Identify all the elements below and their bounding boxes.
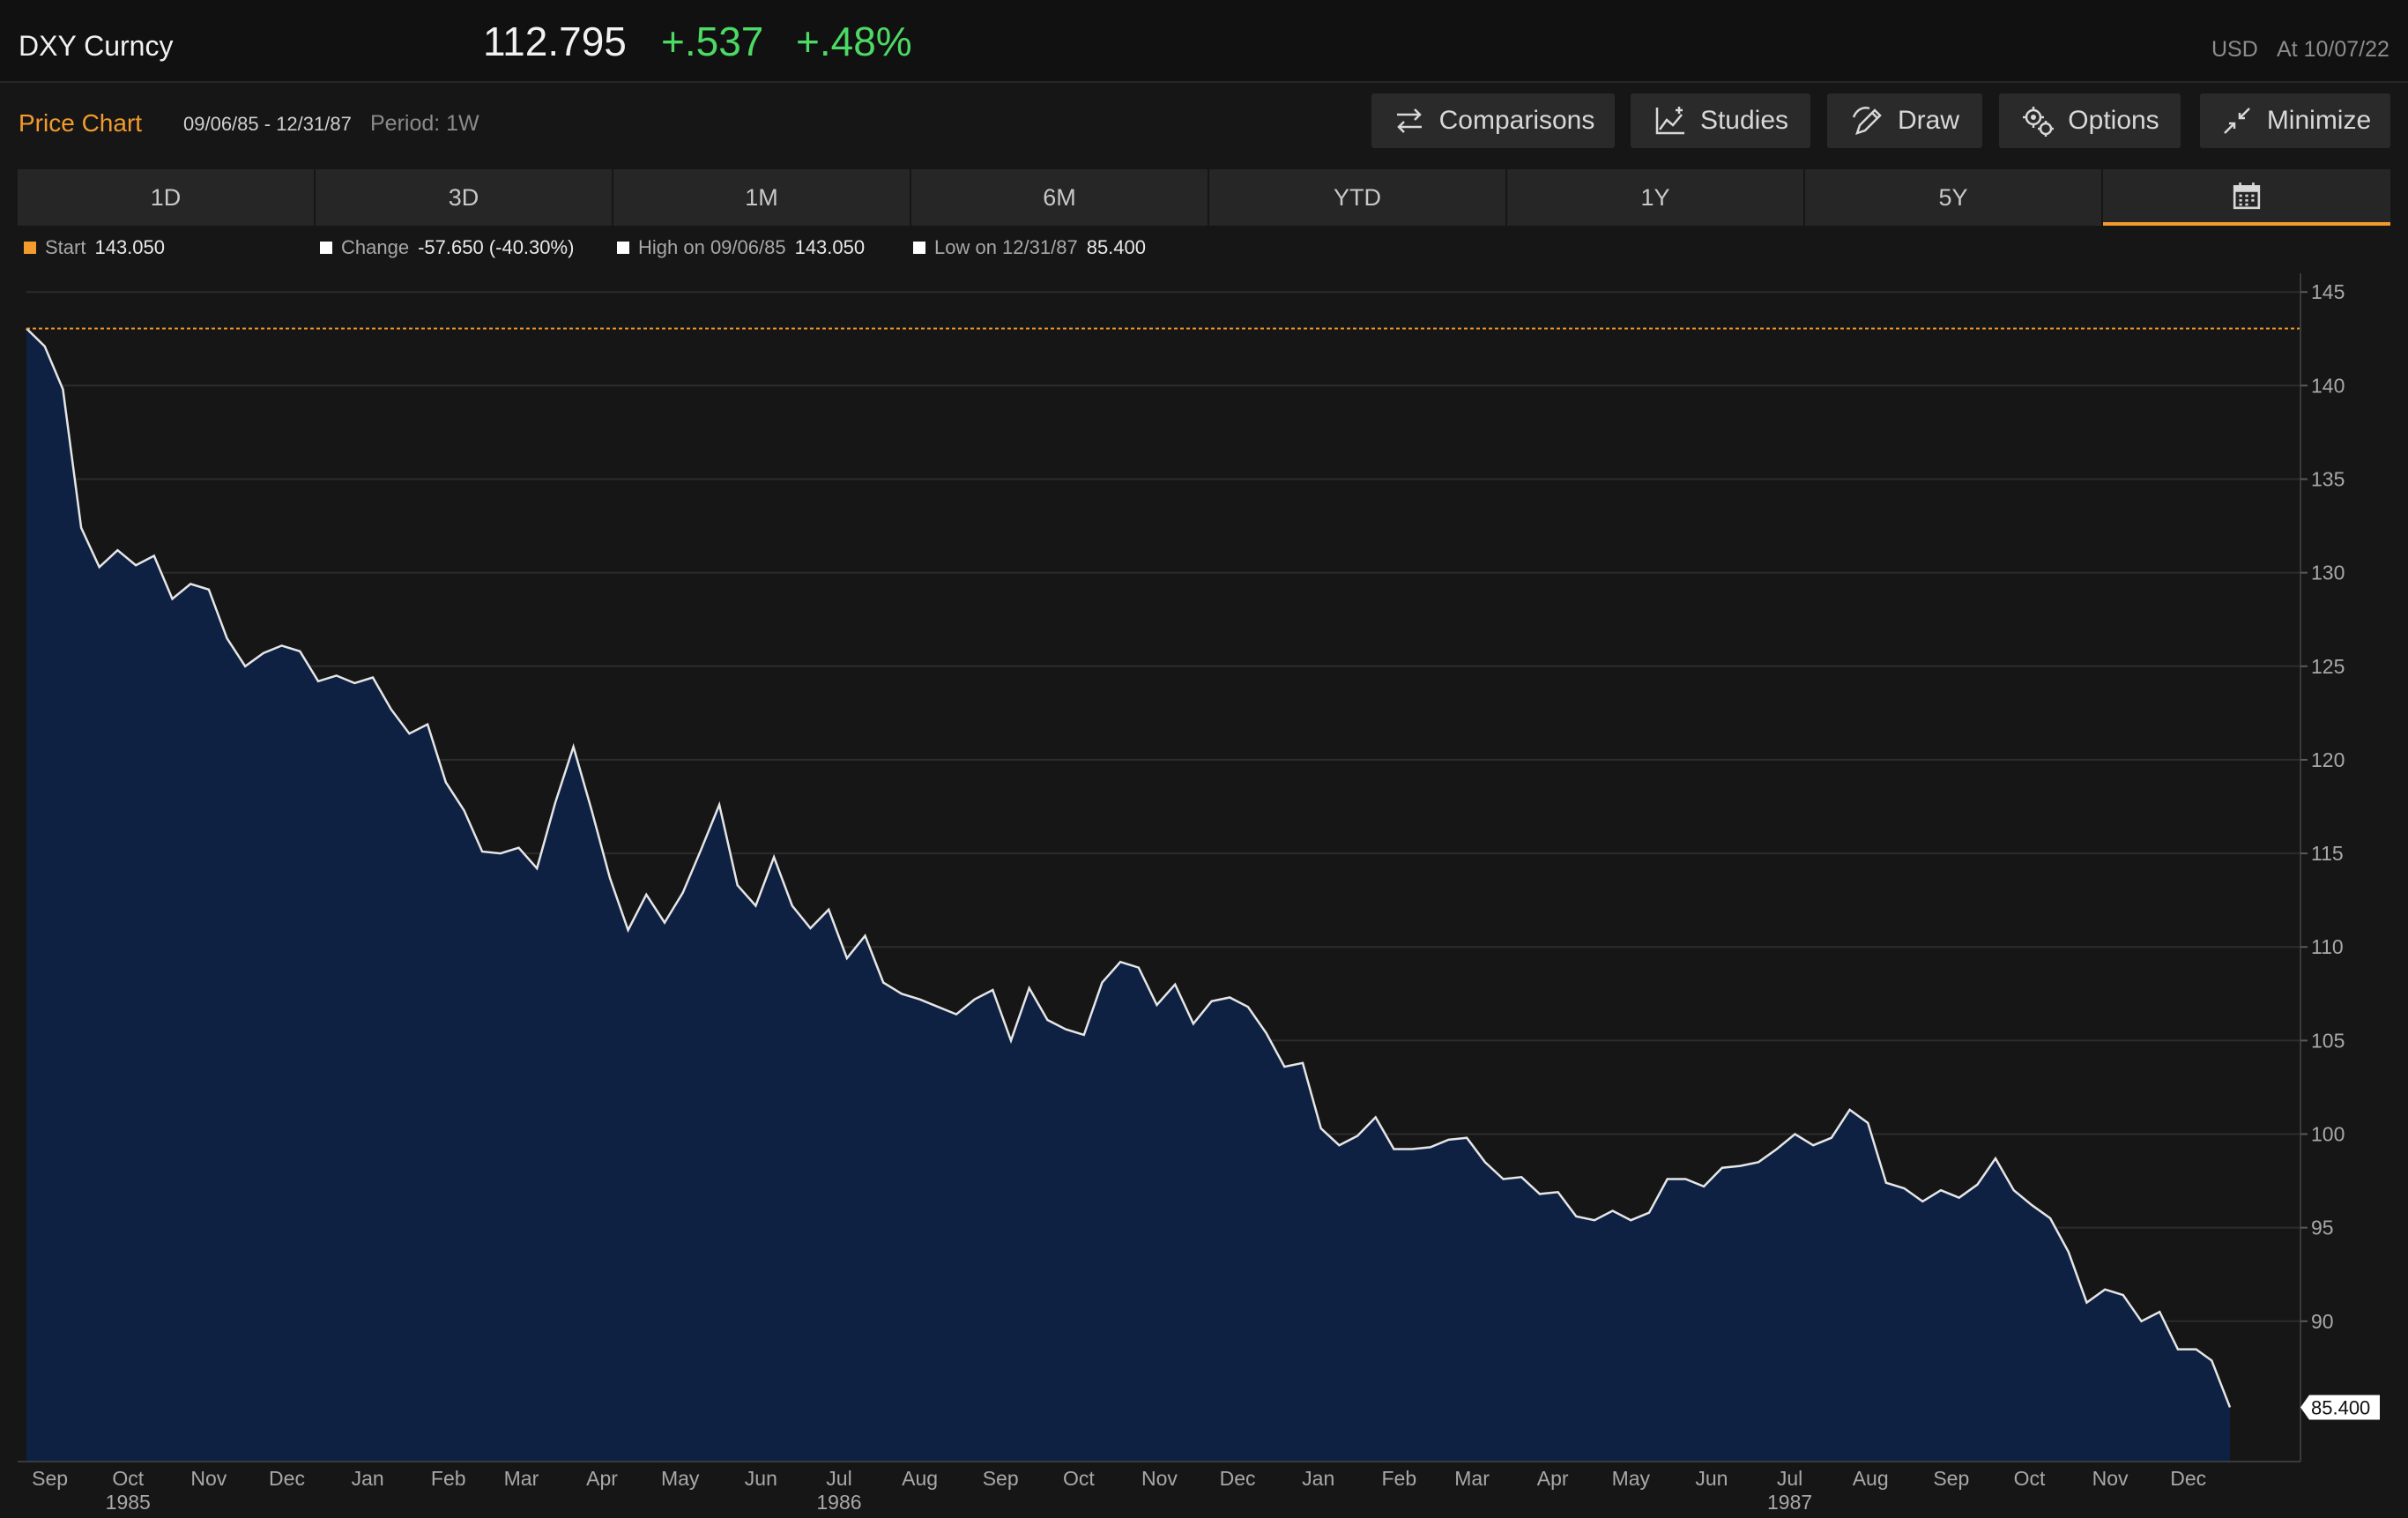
y-tick-label: 100 <box>2311 1123 2345 1146</box>
y-tick-label: 115 <box>2311 842 2344 865</box>
last-value-badge <box>2300 1395 2380 1420</box>
x-tick-label: May <box>1612 1467 1651 1490</box>
low-swatch <box>913 242 925 254</box>
x-tick-label: Sep <box>983 1467 1019 1490</box>
x-tick-label: Apr <box>1537 1467 1569 1490</box>
legend-low: Low on 12/31/87 85.400 <box>913 236 1146 259</box>
legend-low-value: 85.400 <box>1086 236 1146 258</box>
draw-label: Draw <box>1897 106 1959 135</box>
high-swatch <box>617 242 629 254</box>
last-value-label: 85.400 <box>2311 1396 2370 1418</box>
legend-change-label: Change <box>341 236 410 258</box>
tab-6m[interactable]: 6M <box>911 169 1208 226</box>
legend-change: Change -57.650 (-40.30%) <box>320 236 574 259</box>
pencil-icon <box>1852 107 1882 135</box>
y-tick-label: 135 <box>2311 468 2345 491</box>
x-tick-label: Mar <box>1454 1467 1490 1490</box>
x-tick-label: Aug <box>1853 1467 1889 1490</box>
x-tick-label: Oct <box>112 1467 144 1490</box>
x-tick-label: Jan <box>352 1467 384 1490</box>
price-area <box>26 328 2230 1462</box>
x-tick-label: Apr <box>586 1467 618 1490</box>
change-swatch <box>320 242 332 254</box>
tab-1m[interactable]: 1M <box>613 169 910 226</box>
legend-start: Start 143.050 <box>24 236 165 259</box>
date-range[interactable]: 09/06/85 - 12/31/87 <box>183 113 352 135</box>
y-tick-label: 105 <box>2311 1029 2345 1052</box>
tab-5y[interactable]: 5Y <box>1805 169 2101 226</box>
gears-icon <box>2023 107 2055 137</box>
legend-start-label: Start <box>45 236 86 258</box>
x-tick-label: Dec <box>1220 1467 1256 1490</box>
panel-title: Price Chart <box>19 109 143 137</box>
last-price: 112.795 <box>483 19 627 64</box>
tab-1y[interactable]: 1Y <box>1507 169 1803 226</box>
currency-label: USD <box>2211 37 2258 62</box>
minimize-button[interactable]: Minimize <box>2200 93 2390 148</box>
x-tick-label: Dec <box>269 1467 305 1490</box>
legend-start-value: 143.050 <box>94 236 165 258</box>
comparisons-button[interactable]: Comparisons <box>1371 93 1615 148</box>
legend-low-label: Low on 12/31/87 <box>934 236 1078 258</box>
x-tick-label: Nov <box>1141 1467 1178 1490</box>
x-year-label: 1986 <box>816 1491 861 1514</box>
x-year-label: 1985 <box>106 1491 151 1514</box>
comparisons-label: Comparisons <box>1438 106 1595 135</box>
x-year-label: 1987 <box>1767 1491 1812 1514</box>
x-tick-label: Feb <box>431 1467 466 1490</box>
y-tick-label: 120 <box>2311 748 2345 771</box>
y-tick-label: 125 <box>2311 655 2345 678</box>
range-tabs: 1D 3D 1M 6M YTD 1Y 5Y <box>18 169 2390 226</box>
minimize-label: Minimize <box>2266 106 2372 135</box>
quote-header: DXY Curncy 112.795 +.537 +.48% USD At 10… <box>0 0 2408 83</box>
x-tick-label: Jun <box>1695 1467 1728 1490</box>
y-tick-label: 110 <box>2311 935 2344 958</box>
line-chart-plus-icon <box>1655 107 1684 135</box>
y-tick-label: 95 <box>2311 1217 2334 1239</box>
start-swatch <box>24 242 36 254</box>
y-tick-label: 130 <box>2311 562 2345 584</box>
options-label: Options <box>2068 106 2159 135</box>
minimize-arrows-icon <box>2223 108 2250 134</box>
x-tick-label: May <box>661 1467 700 1490</box>
x-tick-label: Aug <box>902 1467 938 1490</box>
x-tick-label: Nov <box>190 1467 227 1490</box>
options-button[interactable]: Options <box>1999 93 2181 148</box>
legend-high: High on 09/06/85 143.050 <box>617 236 865 259</box>
legend-change-value: -57.650 (-40.30%) <box>418 236 575 258</box>
legend-high-value: 143.050 <box>794 236 866 258</box>
studies-label: Studies <box>1699 106 1789 135</box>
x-tick-label: Sep <box>1933 1467 1969 1490</box>
x-tick-label: Oct <box>1063 1467 1095 1490</box>
period-selector[interactable]: Period: 1W <box>370 111 479 136</box>
x-tick-label: Nov <box>2092 1467 2129 1490</box>
x-tick-label: Jul <box>826 1467 851 1490</box>
studies-button[interactable]: Studies <box>1631 93 1810 148</box>
x-tick-label: Jul <box>1777 1467 1802 1490</box>
y-tick-label: 90 <box>2311 1310 2334 1333</box>
price-line <box>26 327 2232 1408</box>
x-tick-label: Oct <box>2014 1467 2046 1490</box>
tab-1d[interactable]: 1D <box>18 169 314 226</box>
calendar-icon <box>2233 182 2261 210</box>
swap-arrows-icon <box>1396 108 1422 133</box>
tab-custom-range[interactable] <box>2103 169 2390 226</box>
y-tick-label: 140 <box>2311 374 2345 397</box>
x-tick-label: Feb <box>1382 1467 1417 1490</box>
x-tick-label: Jun <box>745 1467 777 1490</box>
x-tick-label: Mar <box>504 1467 539 1490</box>
tab-3d[interactable]: 3D <box>316 169 612 226</box>
x-tick-label: Jan <box>1302 1467 1334 1490</box>
x-tick-label: Sep <box>32 1467 68 1490</box>
legend-high-label: High on 09/06/85 <box>638 236 786 258</box>
draw-button[interactable]: Draw <box>1827 93 1982 148</box>
x-tick-label: Dec <box>2170 1467 2206 1490</box>
percent-change: +.48% <box>796 19 912 64</box>
ticker-symbol: DXY Curncy <box>19 30 174 62</box>
tab-ytd[interactable]: YTD <box>1209 169 1505 226</box>
net-change: +.537 <box>661 19 764 64</box>
as-of-date: At 10/07/22 <box>2277 37 2389 62</box>
y-tick-label: 145 <box>2311 280 2345 303</box>
